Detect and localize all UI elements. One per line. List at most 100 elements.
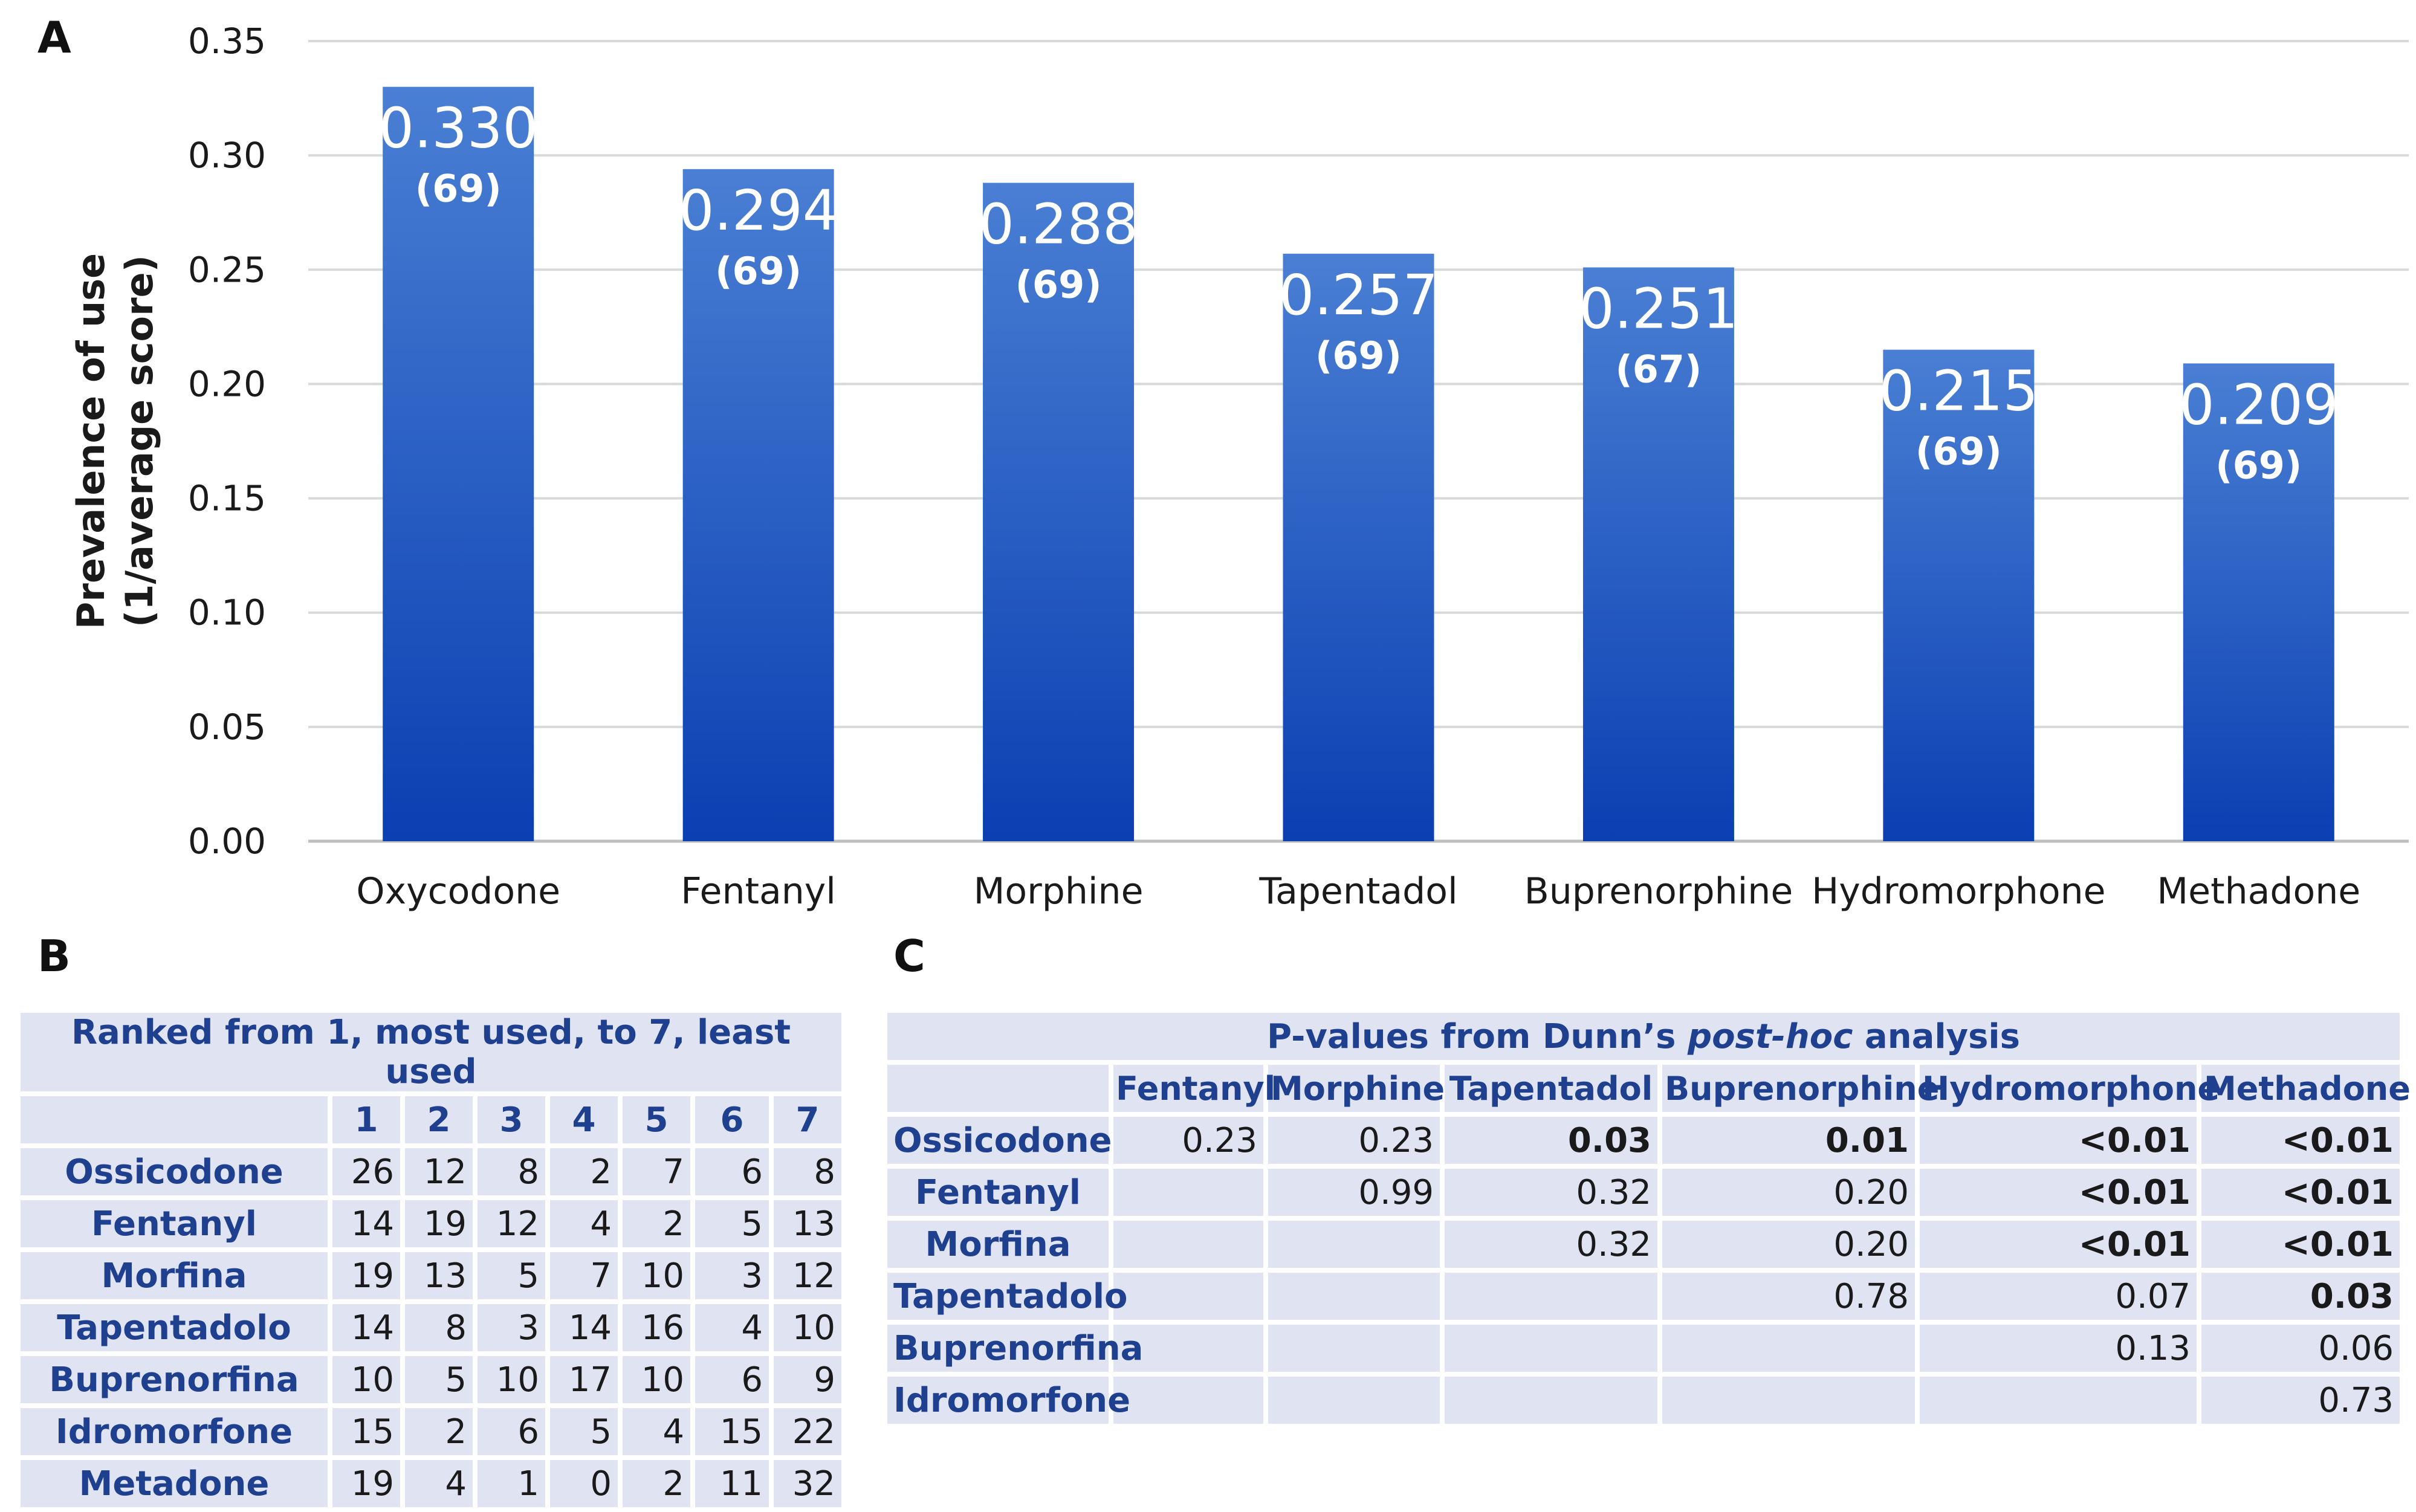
rank-column-header: 6 [690,1091,774,1148]
table-cell: 26 [328,1143,405,1200]
table-cell [1440,1320,1662,1377]
table-cell [1657,1372,1920,1429]
table-cell [1263,1372,1445,1429]
bars: 0.330(69) 0.294(69)0.288(69) 0.257(69)0.25… [379,86,2338,842]
table-row: Metadone 19 4 1 0 2 11 32 [16,1455,846,1512]
table-cell: 0.03 [2197,1268,2405,1325]
bar [1283,253,1434,841]
table-row: Buprenorfina 10 5 10 17 10 6 9 [16,1351,846,1408]
table-cell: <0.01 [2197,1216,2405,1273]
bar-n-label: (67) [1615,347,1702,392]
table-cell [1915,1372,2201,1429]
row-header: Idromorfone [16,1403,332,1460]
y-tick-label: 0.10 [188,592,266,633]
bar-n-label: (69) [1015,263,1102,307]
bar [383,86,534,842]
table-cell [1263,1268,1445,1325]
table-cell: 8 [473,1143,550,1200]
bar-chart: 0.00 0.05 0.10 0.15 0.20 0.25 0.30 0.35 0.330 (6… [69,21,2409,913]
bar-group: 0.257 (69) [1279,253,1438,841]
table-cell: 8 [400,1299,478,1356]
table-cell: 6 [690,1143,774,1200]
table-cell: 15 [328,1403,405,1460]
table-cell: 2 [618,1455,695,1512]
bar-value-label: 0.251 [1579,277,1738,341]
table-cell: 4 [545,1195,623,1252]
table-cell: 0.78 [1657,1268,1920,1325]
table-cell: 5 [400,1351,478,1408]
x-tick-label: Methadone [2157,870,2360,913]
row-header: Idromorfone [883,1372,1130,1429]
table-cell: 8 [769,1143,846,1200]
y-tick-label: 0.05 [188,706,266,748]
table-row: Ossicodone 26 12 8 2 7 6 8 [16,1143,846,1200]
table-cell: 19 [328,1455,405,1512]
caption-pre: P-values from Dunn’s [1267,1016,1688,1056]
row-header: Buprenorfina [16,1351,332,1408]
bar [1582,267,1734,841]
table-cell [1263,1320,1445,1377]
row-header: Ossicodone [883,1112,1113,1169]
table-cell [1657,1320,1920,1377]
table-cell: 7 [545,1247,623,1304]
table-cell: <0.01 [1915,1112,2201,1169]
table-cell: 4 [690,1299,774,1356]
table-cell: 17 [545,1351,623,1408]
row-header: Morfina [883,1216,1113,1273]
bar-group: 0.251 (67) [1579,267,1738,841]
table-cell: 3 [473,1299,550,1356]
bar-value-label: 0.288 [979,192,1138,257]
pvalue-column-header: Morphine [1263,1060,1445,1117]
table-row: Buprenorfina 0.13 0.06 [883,1320,2405,1377]
caption-em: post-hoc [1688,1016,1853,1056]
table-cell: 0.23 [1109,1112,1268,1169]
rank-table-caption: Ranked from 1, most used, to 7, least us… [16,1008,846,1096]
table-cell: 19 [328,1247,405,1304]
table-cell [1440,1372,1662,1429]
table-cell: 11 [690,1455,774,1512]
rank-table: Ranked from 1, most used, to 7, least us… [16,1008,846,1512]
y-axis-label-line1: Prevalence of use [69,253,113,629]
row-header: Fentanyl [883,1164,1113,1221]
row-header: Buprenorfina [883,1320,1143,1377]
pvalue-table-caption: P-values from Dunn’s post-hoc analysis [883,1008,2405,1065]
table-cell [1109,1372,1268,1429]
x-tick-label: Morphine [974,870,1144,913]
row-header: Fentanyl [16,1195,332,1252]
table-cell: 2 [400,1403,478,1460]
table-cell: 9 [769,1351,846,1408]
x-tick-label: Buprenorphine [1524,870,1793,913]
table-row: Tapentadolo 14 8 3 14 16 4 10 [16,1299,846,1356]
table-cell: 1 [473,1455,550,1512]
table-cell: 10 [328,1351,405,1408]
table-row: Morfina 19 13 5 7 10 3 12 [16,1247,846,1304]
table-cell: 19 [400,1195,478,1252]
panel-label-b: B [37,931,71,981]
table-cell: 0 [545,1455,623,1512]
table-cell: 10 [473,1351,550,1408]
table-cell: 6 [473,1403,550,1460]
table-cell: 7 [618,1143,695,1200]
bar-value-label: 0.257 [1279,263,1438,328]
bar-value-label: 0.215 [1879,359,2038,424]
table-cell: 2 [545,1143,623,1200]
table-row: Idromorfone 15 2 6 5 4 15 22 [16,1403,846,1460]
x-tick-label: Hydromorphone [1812,870,2105,913]
pvalue-column-header: Buprenorphine [1657,1060,1939,1117]
bar-n-label: (69) [1315,334,1402,378]
table-cell: 12 [473,1195,550,1252]
bar-n-label: (69) [2215,443,2302,487]
table-cell: 0.20 [1657,1164,1920,1221]
table-cell: 4 [400,1455,478,1512]
table-cell: 14 [328,1299,405,1356]
bar [2183,363,2334,841]
table-cell: 0.99 [1263,1164,1445,1221]
rank-table-corner [16,1091,332,1148]
table-cell [1109,1268,1268,1325]
x-tick-label: Fentanyl [681,870,836,913]
table-cell: 0.06 [2197,1320,2405,1377]
row-header: Tapentadolo [16,1299,332,1356]
table-cell: 0.32 [1440,1216,1662,1273]
rank-column-header: 2 [400,1091,478,1148]
table-cell: 0.13 [1915,1320,2201,1377]
